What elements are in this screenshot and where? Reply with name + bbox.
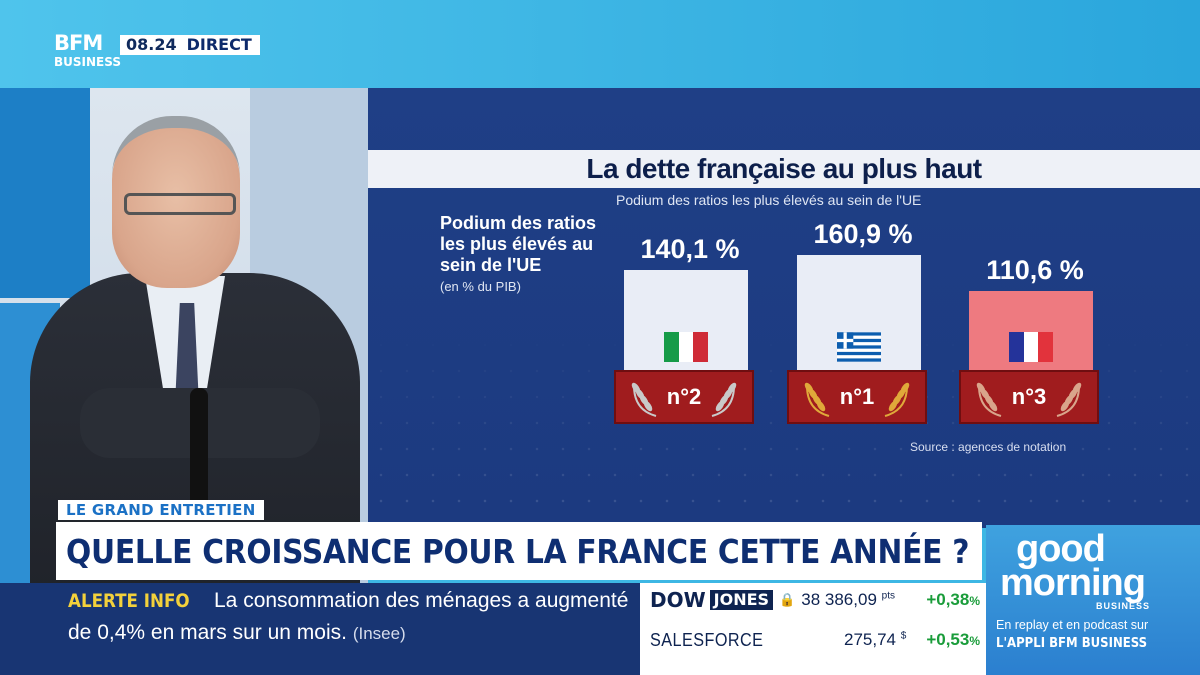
graphic-subtitle: Podium des ratios les plus élevés au sei…	[616, 192, 922, 208]
laurel-icon	[973, 380, 1007, 418]
rank-label: n°1	[839, 384, 875, 409]
laurel-icon	[628, 380, 662, 418]
stock-name: SALESFORCE	[650, 629, 764, 650]
podium-value-label: 140,1 %	[640, 234, 740, 264]
debt-graphic: La dette française au plus haut Podium d…	[368, 88, 1200, 528]
graphic-title-bar: La dette française au plus haut	[368, 150, 1200, 188]
rank-plaque: n°3	[959, 370, 1099, 424]
jones-label: JONES	[709, 590, 774, 610]
lock-icon: 🔒	[779, 592, 796, 607]
dow-label: DOW	[650, 588, 706, 612]
good-morning-promo: good morning BUSINESS En replay et en po…	[986, 525, 1200, 675]
news-ticker	[0, 583, 640, 675]
clock-time: 08.24	[126, 35, 177, 54]
rank-label: n°3	[1011, 384, 1047, 409]
laurel-icon	[1051, 380, 1085, 418]
logo-text-top: BFM	[54, 31, 103, 55]
studio-video	[0, 88, 368, 583]
dow-unit: pts	[881, 590, 895, 602]
graphic-source: Source : agences de notation	[910, 440, 1067, 454]
headline-text: QUELLE CROISSANCE POUR LA FRANCE CETTE A…	[66, 531, 970, 571]
podium-value-label: 160,9 %	[813, 219, 913, 249]
promo-line-1: En replay et en podcast sur	[996, 618, 1149, 632]
ticker-line-2: de 0,4% en mars sur un mois. (Insee)	[68, 621, 406, 645]
greece-flag-icon	[837, 332, 881, 362]
program-tag: LE GRAND ENTRETIEN	[58, 500, 264, 520]
bfm-business-logo: BFM BUSINESS	[54, 31, 121, 75]
market-panel: DOW JONES 🔒 38 386,09 pts +0,38% SALESFO…	[640, 583, 986, 675]
rank-label: n°2	[666, 384, 702, 409]
ticker-line-2-text: de 0,4% en mars sur un mois.	[68, 621, 347, 644]
italy-flag-icon	[664, 332, 709, 362]
headline-bar: QUELLE CROISSANCE POUR LA FRANCE CETTE A…	[56, 522, 982, 580]
france-flag-icon	[1009, 332, 1054, 362]
ticker-line-1: La consommation des ménages a augmenté	[214, 589, 629, 612]
side-unit: (en % du PIB)	[440, 279, 521, 294]
dow-jones-row: DOW JONES 🔒 38 386,09 pts +0,38%	[650, 585, 980, 615]
ticker-source: (Insee)	[352, 624, 406, 643]
stock-row: SALESFORCE 275,74 $ +0,53%	[650, 625, 980, 655]
live-label: DIRECT	[186, 35, 252, 54]
side-title: Podium des ratios les plus élevés au sei…	[440, 213, 597, 275]
promo-word-morning: morning	[1000, 562, 1146, 604]
rank-plaque: n°1	[787, 370, 927, 424]
logo-text-bottom: BUSINESS	[54, 55, 121, 69]
graphic-title: La dette française au plus haut	[586, 153, 982, 184]
laurel-icon	[879, 380, 913, 418]
dow-change: +0,38%	[926, 590, 980, 609]
side-label: Podium des ratios les plus élevés au sei…	[440, 213, 620, 294]
promo-line-2: L'APPLI BFM BUSINESS	[996, 636, 1148, 651]
clock-badge: 08.24 DIRECT	[120, 35, 260, 55]
laurel-icon	[801, 380, 835, 418]
laurel-icon	[706, 380, 740, 418]
dow-value: 38 386,09 pts	[801, 590, 895, 609]
rank-plaque: n°2	[614, 370, 754, 424]
alert-label: ALERTE INFO	[68, 590, 190, 612]
stock-value: 275,74 $	[844, 630, 907, 649]
stock-change: +0,53%	[926, 630, 980, 649]
podium-value-label: 110,6 %	[986, 255, 1084, 285]
microphone-icon	[190, 388, 208, 518]
promo-word-good: good	[1016, 528, 1106, 570]
promo-word-business: BUSINESS	[1096, 601, 1151, 611]
